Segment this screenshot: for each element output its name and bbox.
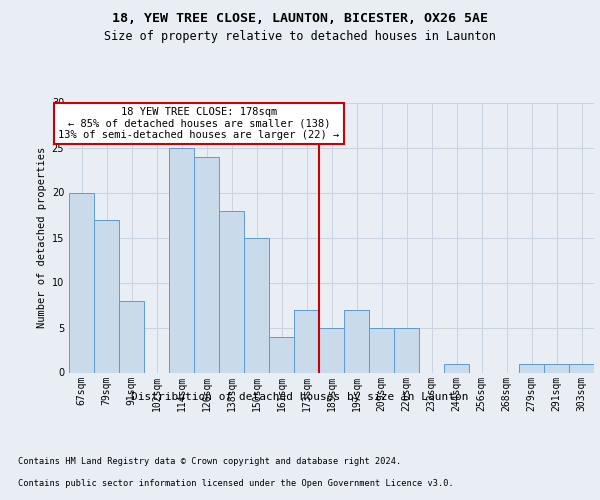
Bar [544, 364, 569, 372]
Bar [319, 328, 344, 372]
Bar [369, 328, 394, 372]
Y-axis label: Number of detached properties: Number of detached properties [37, 147, 47, 328]
Bar [269, 336, 294, 372]
Text: Size of property relative to detached houses in Launton: Size of property relative to detached ho… [104, 30, 496, 43]
Bar [394, 328, 419, 372]
Bar [119, 300, 144, 372]
Bar [294, 310, 319, 372]
Text: 18, YEW TREE CLOSE, LAUNTON, BICESTER, OX26 5AE: 18, YEW TREE CLOSE, LAUNTON, BICESTER, O… [112, 12, 488, 26]
Bar [194, 156, 219, 372]
Bar [94, 220, 119, 372]
Text: 18 YEW TREE CLOSE: 178sqm
← 85% of detached houses are smaller (138)
13% of semi: 18 YEW TREE CLOSE: 178sqm ← 85% of detac… [58, 107, 340, 140]
Bar [519, 364, 544, 372]
Text: Contains public sector information licensed under the Open Government Licence v3: Contains public sector information licen… [18, 479, 454, 488]
Text: Distribution of detached houses by size in Launton: Distribution of detached houses by size … [131, 392, 469, 402]
Bar [569, 364, 594, 372]
Bar [69, 192, 94, 372]
Bar [444, 364, 469, 372]
Bar [244, 238, 269, 372]
Text: Contains HM Land Registry data © Crown copyright and database right 2024.: Contains HM Land Registry data © Crown c… [18, 458, 401, 466]
Bar [169, 148, 194, 372]
Bar [219, 210, 244, 372]
Bar [344, 310, 369, 372]
